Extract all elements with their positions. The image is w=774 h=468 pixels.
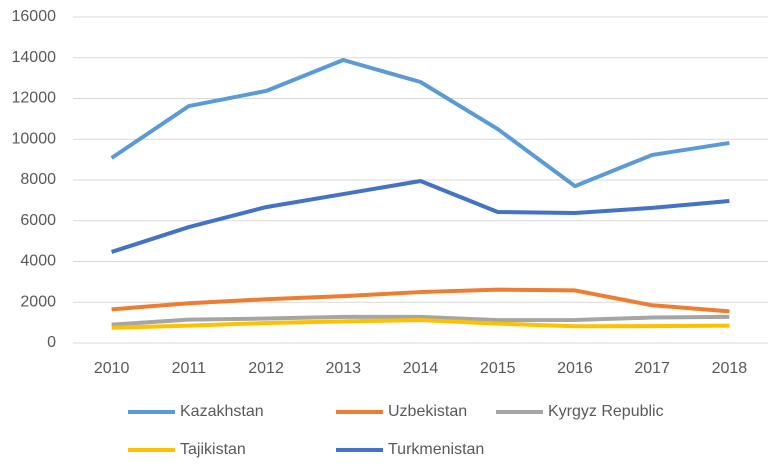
y-tick-label: 12000	[12, 90, 57, 107]
x-tick-label: 2017	[634, 360, 670, 377]
series-line	[110, 57, 730, 189]
series-line	[111, 314, 730, 327]
y-tick-label: 6000	[20, 212, 56, 229]
x-tick-label: 2011	[172, 360, 207, 377]
legend-label: Uzbekistan	[388, 403, 467, 420]
legend-label: Turkmenistan	[388, 441, 484, 458]
y-tick-label: 10000	[12, 130, 57, 147]
y-tick-label: 16000	[12, 8, 57, 25]
x-tick-label: 2018	[712, 360, 748, 377]
series-line	[111, 317, 730, 330]
series-line	[110, 179, 730, 254]
legend-label: Tajikistan	[180, 441, 246, 458]
x-tick-label: 2013	[325, 360, 361, 377]
y-tick-label: 2000	[20, 293, 56, 310]
y-tick-label: 14000	[12, 49, 57, 66]
x-tick-label: 2015	[480, 360, 516, 377]
y-tick-label: 4000	[20, 253, 56, 270]
y-tick-label: 0	[47, 334, 56, 351]
legend-label: Kazakhstan	[180, 403, 264, 420]
x-tick-label: 2014	[403, 360, 439, 377]
series-line	[111, 287, 730, 314]
y-tick-label: 8000	[20, 171, 56, 188]
legend-label: Kyrgyz Republic	[548, 403, 664, 420]
x-tick-label: 2012	[248, 360, 284, 377]
x-tick-label: 2010	[94, 360, 130, 377]
x-tick-label: 2016	[557, 360, 593, 377]
